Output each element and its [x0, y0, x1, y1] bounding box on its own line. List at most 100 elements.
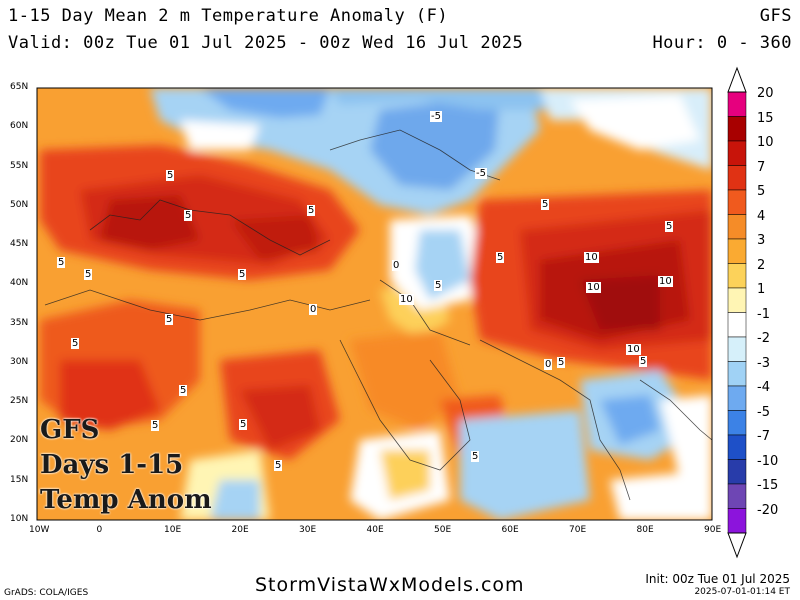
contour-label: 5: [557, 357, 566, 368]
lon-tick-label: 20E: [231, 525, 249, 535]
colorbar-level-label: -4: [757, 380, 770, 395]
colorbar-bottom-arrow: [727, 532, 747, 559]
contour-label: 5: [238, 269, 247, 280]
contour-label: 5: [71, 338, 80, 349]
overlay-model: GFS: [40, 415, 100, 445]
lat-tick-label: 15N: [10, 474, 29, 485]
lat-tick-label: 45N: [10, 239, 29, 250]
colorbar-level-label: -2: [757, 331, 770, 346]
lat-tick-label: 40N: [10, 278, 29, 289]
colorbar-level-label: -3: [757, 355, 770, 371]
colorbar-swatch: [727, 287, 747, 313]
contour-label: -5: [475, 168, 487, 179]
colorbar-level-label: -10: [757, 453, 779, 469]
colorbar-swatch: [727, 459, 747, 485]
colorbar-swatch: [727, 483, 747, 509]
colorbar-level-label: 10: [757, 135, 774, 150]
colorbar-top-arrow: [727, 66, 747, 93]
contour-label: 10: [399, 294, 414, 305]
overlay-days: Days 1-15: [40, 450, 184, 480]
contour-label: 10: [626, 344, 641, 355]
contour-label: 5: [639, 356, 648, 367]
colorbar-level-label: 7: [757, 159, 766, 175]
colorbar-level-label: 5: [757, 184, 766, 199]
colorbar-level-label: 4: [757, 208, 766, 224]
overlay-field: Temp Anom: [40, 485, 212, 515]
colorbar-swatch: [727, 263, 747, 289]
contour-label: 5: [151, 420, 160, 431]
lat-tick-label: 65N: [10, 82, 29, 92]
lon-tick-label: 90E: [704, 525, 722, 535]
colorbar-level-label: 15: [757, 110, 774, 126]
colorbar-swatch: [727, 91, 747, 117]
lon-tick-label: 30E: [299, 525, 317, 535]
colorbar-swatch: [727, 238, 747, 264]
contour-label: 5: [471, 451, 480, 462]
colorbar-level-label: -7: [757, 429, 770, 444]
chart-title: 1-15 Day Mean 2 m Temperature Anomaly (F…: [8, 6, 449, 26]
valid-period: Valid: 00z Tue 01 Jul 2025 - 00z Wed 16 …: [8, 33, 524, 53]
colorbar-swatch: [727, 410, 747, 436]
anomaly-field: [37, 88, 712, 520]
lat-tick-label: 50N: [10, 199, 29, 210]
colorbar-swatch: [727, 116, 747, 142]
colorbar-level-label: -20: [757, 502, 779, 518]
contour-label: 5: [239, 419, 248, 430]
init-time: Init: 00z Tue 01 Jul 2025: [645, 572, 790, 586]
colorbar: [727, 66, 747, 559]
lon-tick-label: 10W: [29, 525, 50, 535]
colorbar-level-label: 20: [757, 86, 774, 101]
forecast-hours: Hour: 0 - 360: [652, 33, 792, 53]
lon-tick-label: 10E: [164, 525, 182, 535]
contour-label: 10: [658, 276, 673, 287]
contour-label: 5: [434, 280, 443, 291]
contour-label: 5: [57, 257, 66, 268]
site-name: StormVistaWxModels.com: [255, 574, 525, 596]
colorbar-level-label: -1: [757, 306, 770, 322]
contour-label: 0: [544, 359, 553, 370]
lon-tick-label: 50E: [434, 525, 452, 535]
contour-label: 5: [496, 252, 505, 263]
contour-label: 0: [392, 260, 401, 271]
contour-label: 5: [665, 221, 674, 232]
grads-credit: GrADS: COLA/IGES: [4, 588, 89, 598]
colorbar-swatch: [727, 189, 747, 215]
lon-tick-label: 80E: [636, 525, 654, 535]
colorbar-swatch: [727, 336, 747, 362]
colorbar-level-label: 3: [757, 233, 766, 248]
colorbar-swatch: [727, 312, 747, 338]
contour-label: 5: [166, 170, 175, 181]
colorbar-level-label: -5: [757, 404, 770, 420]
lon-tick-label: 70E: [569, 525, 587, 535]
colorbar-swatch: [727, 140, 747, 166]
contour-label: 5: [179, 385, 188, 396]
colorbar-swatch: [727, 508, 747, 534]
contour-label: 5: [165, 314, 174, 325]
map-frame: [36, 87, 713, 521]
lat-tick-label: 55N: [10, 160, 29, 171]
colorbar-level-label: 2: [757, 257, 766, 273]
contour-label: 5: [184, 210, 193, 221]
colorbar-swatch: [727, 165, 747, 191]
lat-tick-label: 20N: [10, 435, 29, 446]
contour-label: 5: [307, 205, 316, 216]
contour-label: 5: [274, 460, 283, 471]
model-name: GFS: [759, 6, 792, 26]
contour-label: 5: [84, 269, 93, 280]
lon-tick-label: 60E: [501, 525, 519, 535]
colorbar-swatch: [727, 385, 747, 411]
lon-tick-label: 40E: [366, 525, 384, 535]
lat-tick-label: 35N: [10, 317, 29, 328]
contour-label: -5: [430, 111, 442, 122]
colorbar-level-label: 1: [757, 282, 766, 297]
colorbar-swatch: [727, 214, 747, 240]
contour-label: 5: [541, 199, 550, 210]
lat-tick-label: 60N: [10, 121, 29, 132]
lon-tick-label: 0: [96, 525, 103, 535]
contour-label: 0: [309, 304, 318, 315]
lat-tick-label: 30N: [10, 356, 29, 367]
colorbar-level-label: -15: [757, 478, 779, 493]
colorbar-swatch: [727, 434, 747, 460]
contour-label: 10: [586, 282, 601, 293]
